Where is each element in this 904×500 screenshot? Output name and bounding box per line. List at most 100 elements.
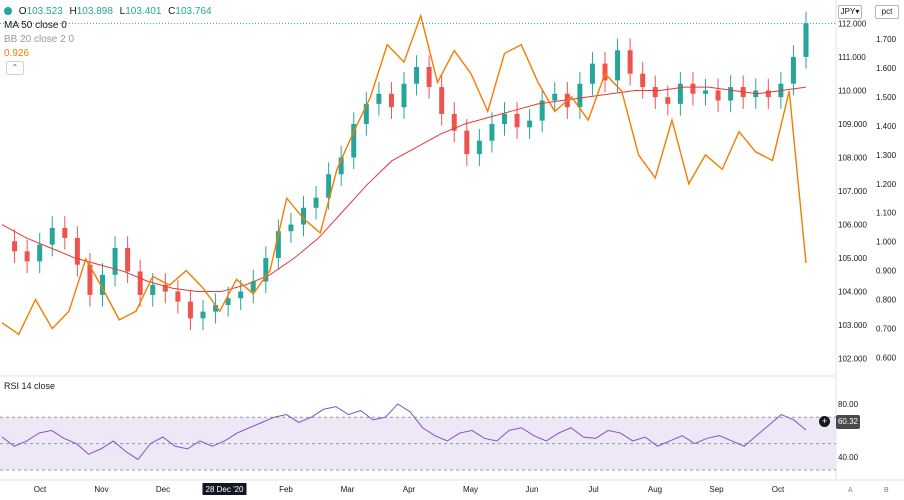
candle-body <box>489 123 495 141</box>
ma-legend[interactable]: MA 50 close 0 <box>4 20 67 31</box>
candle-body <box>37 244 43 262</box>
candle-body <box>125 247 131 272</box>
y-right-tick-label: 1.600 <box>876 64 897 73</box>
collapse-legend-button[interactable]: ⌃ <box>6 61 24 75</box>
candle-body <box>439 87 445 114</box>
rsi-legend[interactable]: RSI 14 close <box>4 381 56 391</box>
candle-body <box>602 63 608 81</box>
candle-body <box>288 224 294 232</box>
candle-body <box>250 281 256 292</box>
rsi-value-badge: 60.32 <box>836 415 860 429</box>
y-left-tick-label: 103.000 <box>838 321 867 330</box>
candle-body <box>451 113 457 131</box>
y-right-tick-label: 0.900 <box>876 267 897 276</box>
y-right-tick-label: 1.000 <box>876 238 897 247</box>
y-left-tick-label: 106.000 <box>838 221 867 230</box>
candle-body <box>703 90 708 94</box>
y-right-tick-label: 1.700 <box>876 35 897 44</box>
bb-legend[interactable]: BB 20 close 2 0 <box>4 34 75 45</box>
candle-body <box>502 113 507 124</box>
x-tick-label: Sep <box>709 485 724 494</box>
overlay-line <box>1 13 807 336</box>
candle-body <box>665 97 671 104</box>
y-right-tick-label: 1.100 <box>876 209 897 218</box>
candle-body <box>112 247 118 275</box>
low-value: 103.401 <box>125 6 162 17</box>
candle-body <box>426 66 432 88</box>
x-tick-label: Aug <box>648 485 662 494</box>
candle-body <box>137 271 143 295</box>
y-left-tick-label: 105.000 <box>838 254 867 263</box>
x-tick-label: 28 Dec '20 <box>206 485 245 494</box>
candle-body <box>615 50 621 81</box>
y-left-tick-label: 107.000 <box>838 187 867 196</box>
candle-body <box>238 291 244 299</box>
candle-body <box>200 311 206 319</box>
candle-body <box>464 130 470 155</box>
candle-body <box>74 237 80 265</box>
rsi-tick-label: 80.00 <box>838 400 859 409</box>
candle-body <box>539 100 545 121</box>
x-tick-label: Oct <box>772 485 785 494</box>
candle-body <box>803 23 809 57</box>
x-tick-label: Jun <box>526 485 539 494</box>
candle-body <box>589 63 595 84</box>
symbol-select[interactable]: JPY▾ <box>838 5 862 19</box>
rsi-line <box>1 403 807 461</box>
candle-body <box>313 197 319 208</box>
candle-body <box>627 50 633 74</box>
candle-body <box>728 87 734 101</box>
y-left-tick-label: 109.000 <box>838 120 867 129</box>
ohlc-legend: O103.523 H103.898 L103.401 C103.764 <box>4 6 216 17</box>
y-left-tick-label: 104.000 <box>838 288 867 297</box>
x-tick-label: Apr <box>403 485 416 494</box>
y-right-tick-label: 1.300 <box>876 151 897 160</box>
x-tick-label: Dec <box>156 485 170 494</box>
candle-body <box>715 90 721 101</box>
log-scale-button[interactable]: B <box>884 487 889 494</box>
y-left-tick-label: 111.000 <box>838 53 866 62</box>
bb-value: 0.926 <box>4 48 30 59</box>
open-value: 103.523 <box>26 6 63 17</box>
candle-body <box>527 120 533 128</box>
scale-label[interactable]: pct <box>875 5 899 19</box>
candle-body <box>338 157 344 175</box>
candle-body <box>388 93 394 108</box>
ma-line <box>1 86 807 293</box>
auto-scale-button[interactable]: A <box>848 487 853 494</box>
candle-body <box>677 83 683 104</box>
candle-body <box>514 113 520 128</box>
candle-body <box>49 227 55 245</box>
candle-body <box>363 103 369 124</box>
candle-body <box>414 66 420 84</box>
candle-body <box>476 140 482 155</box>
candle-body <box>275 231 281 259</box>
candle-body <box>376 93 382 104</box>
rsi-tick-label: 40.00 <box>838 453 859 462</box>
y-right-tick-label: 1.400 <box>876 122 897 131</box>
x-tick-label: Mar <box>341 485 355 494</box>
candle-body <box>351 123 357 158</box>
candle-body <box>552 93 558 101</box>
y-right-tick-label: 1.200 <box>876 180 897 189</box>
candle-body <box>225 298 231 305</box>
series-visibility-icon[interactable] <box>4 7 12 15</box>
x-tick-label: Oct <box>34 485 47 494</box>
candle-body <box>87 264 93 295</box>
y-right-tick-label: 0.600 <box>876 354 897 363</box>
x-tick-label: May <box>463 485 478 494</box>
chevron-up-icon: ⌃ <box>11 63 19 72</box>
y-right-tick-label: 1.500 <box>876 93 897 102</box>
candle-body <box>213 304 219 312</box>
candle-body <box>790 56 796 84</box>
x-tick-highlight <box>202 483 247 495</box>
candle-body <box>326 174 332 198</box>
candle-body <box>187 301 193 319</box>
y-left-tick-label: 112.000 <box>838 19 867 28</box>
candle-body <box>62 227 68 238</box>
high-value: 103.898 <box>76 6 113 17</box>
plus-circle-icon[interactable]: + <box>819 416 830 427</box>
candle-body <box>640 73 646 88</box>
candle-body <box>175 291 181 302</box>
